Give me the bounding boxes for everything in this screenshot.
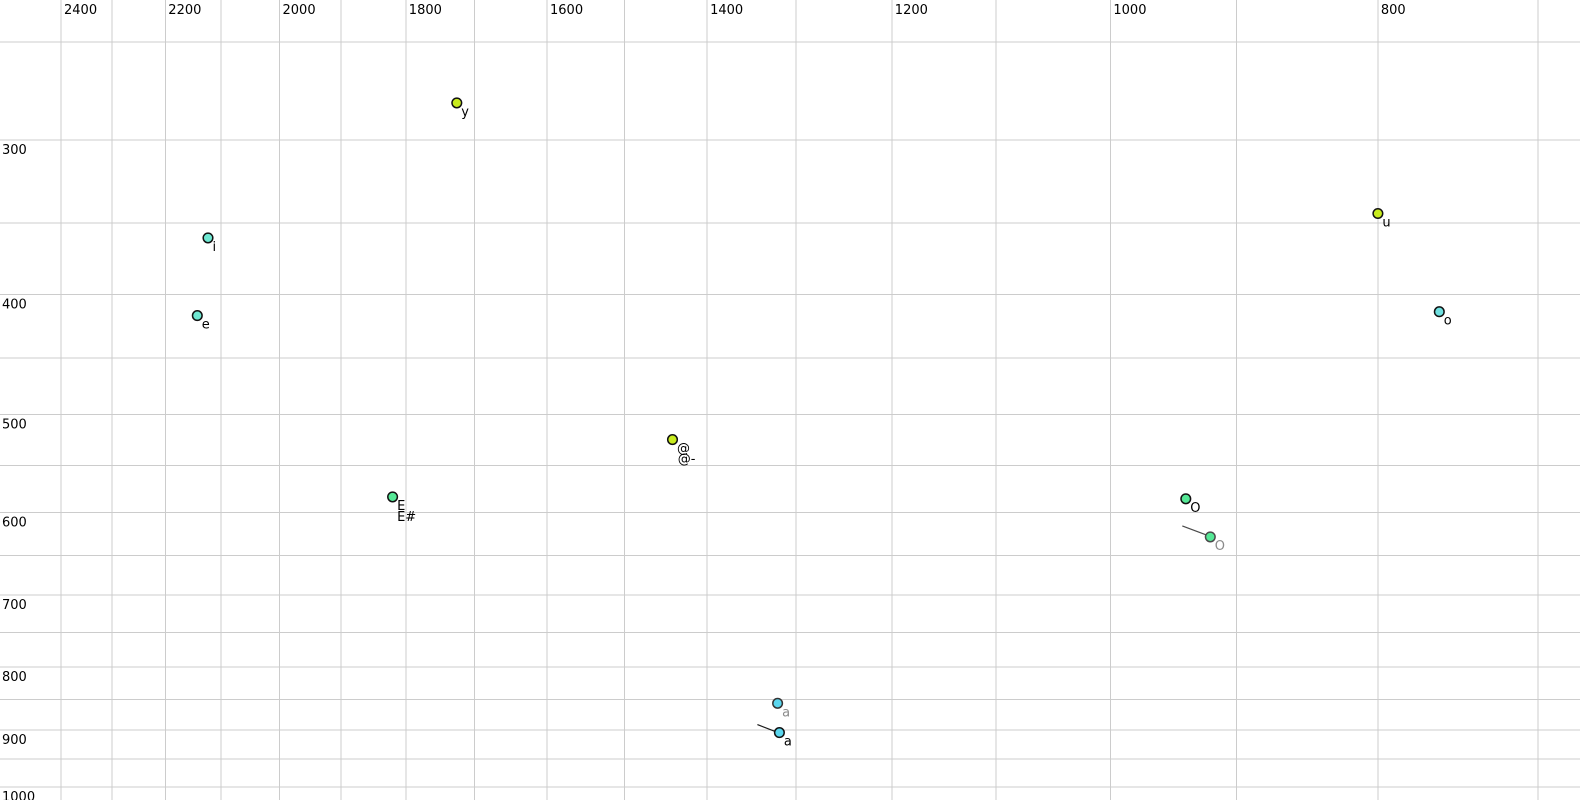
y-tick-label: 500 xyxy=(2,417,27,432)
x-tick-label: 1000 xyxy=(1113,3,1146,18)
x-axis-tick-labels: 2400 2200 2000 1800 1600 1400 1200 1000 800 xyxy=(64,3,1406,18)
x-tick-label: 2200 xyxy=(168,3,201,18)
vowel-point-i xyxy=(202,232,214,244)
x-tick-label: 2000 xyxy=(283,3,316,18)
vowel-label-o: o xyxy=(1444,314,1452,329)
x-tick-label: 1800 xyxy=(409,3,442,18)
vowel-point-@ xyxy=(666,434,679,446)
vowel-point-u xyxy=(1372,207,1384,220)
vowel-point-o xyxy=(1433,306,1445,318)
vowel-point-O xyxy=(1204,531,1216,543)
y-tick-label: 1000 xyxy=(2,790,35,800)
vowel-point-a xyxy=(772,697,784,709)
vowel-point-O xyxy=(1180,493,1192,505)
vowel-label-a: a xyxy=(784,735,792,750)
data-points xyxy=(191,97,1445,739)
y-tick-label: 900 xyxy=(2,733,27,748)
vowel-label-e: e xyxy=(202,318,210,333)
y-tick-label: 700 xyxy=(2,598,27,613)
vowel-label-E: E xyxy=(397,499,405,514)
y-axis-tick-labels: 300 400 500 600 700 800 900 1000 xyxy=(2,143,35,800)
x-tick-label: 2400 xyxy=(64,3,97,18)
point-labels: y i e u o @@- EE# O Oaa xyxy=(202,105,1452,750)
y-tick-label: 600 xyxy=(2,515,27,530)
x-tick-label: 800 xyxy=(1381,3,1406,18)
y-tick-label: 400 xyxy=(2,298,27,313)
leader-line xyxy=(1182,525,1207,536)
leader-lines xyxy=(757,525,1207,733)
vowel-label-E#: E# xyxy=(397,510,416,525)
vowel-label-O: O xyxy=(1215,539,1225,554)
x-tick-label: 1400 xyxy=(710,3,743,18)
vowel-label-O: O xyxy=(1190,501,1200,516)
vowel-label-@-: @- xyxy=(678,452,696,467)
vowel-point-E xyxy=(387,491,399,503)
y-tick-label: 800 xyxy=(2,670,27,685)
vowel-label-a: a xyxy=(782,705,790,720)
vowel-point-a xyxy=(773,727,785,739)
vowel-point-e xyxy=(191,310,203,322)
y-tick-label: 300 xyxy=(2,143,27,158)
vowel-label-y: y xyxy=(461,105,469,120)
leader-line xyxy=(757,724,776,733)
vowel-label-i: i xyxy=(213,240,217,255)
vowel-point-y xyxy=(451,97,463,109)
vowel-label-@: @ xyxy=(677,442,690,457)
vowel-label-u: u xyxy=(1382,216,1390,231)
x-tick-label: 1600 xyxy=(550,3,583,18)
x-tick-label: 1200 xyxy=(895,3,928,18)
